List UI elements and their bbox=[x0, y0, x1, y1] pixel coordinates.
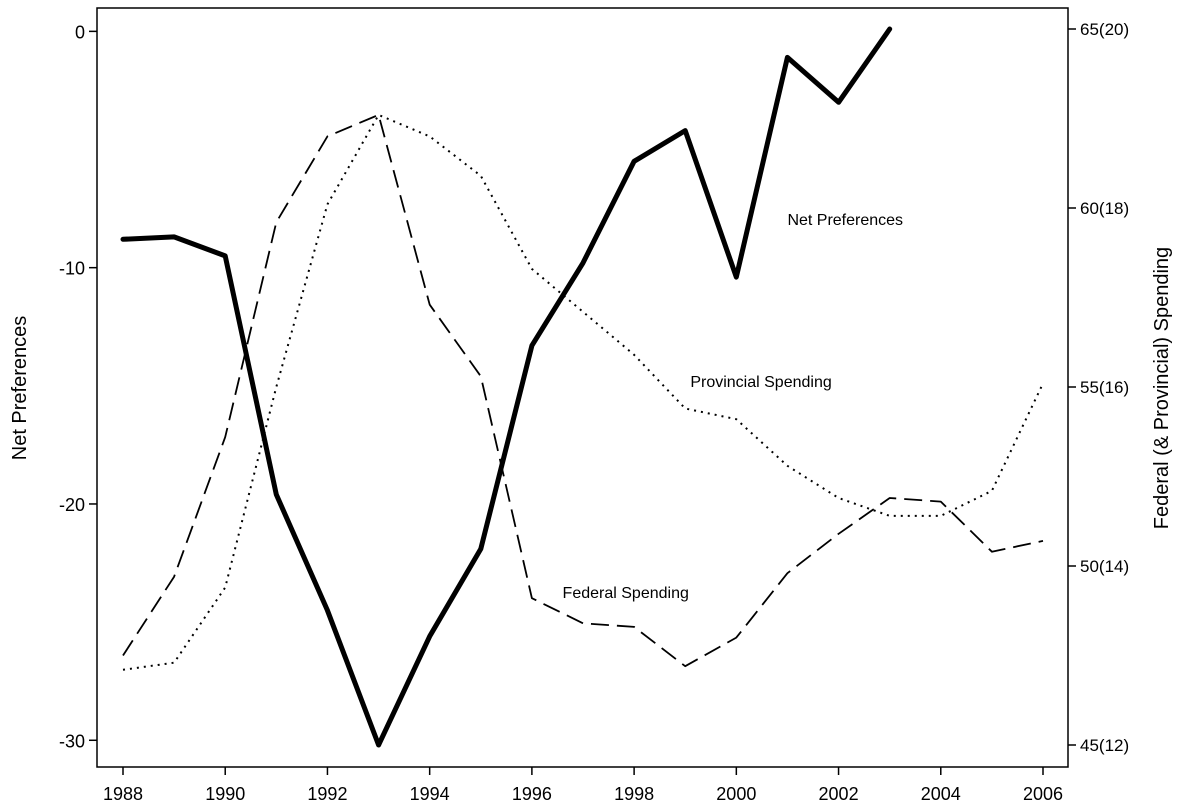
x-tick-label: 1994 bbox=[410, 784, 450, 804]
plot-frame bbox=[96, 7, 1069, 768]
right-tick-label: 65(20) bbox=[1080, 20, 1129, 39]
left-tick-label: -30 bbox=[59, 731, 85, 751]
federal-spending-line bbox=[122, 114, 1044, 668]
x-tick-label: 1992 bbox=[307, 784, 347, 804]
right-tick-label: 45(12) bbox=[1080, 736, 1129, 755]
x-tick-label: 2002 bbox=[819, 784, 859, 804]
x-tick-label: 2000 bbox=[716, 784, 756, 804]
x-tick-label: 1996 bbox=[512, 784, 552, 804]
right-tick-label: 60(18) bbox=[1080, 199, 1129, 218]
x-tick-label: 1998 bbox=[614, 784, 654, 804]
right-y-axis: 65(20) 60(18) 55(16) 50(14) 45(12) bbox=[1068, 20, 1129, 755]
plot-border bbox=[96, 7, 1069, 768]
x-tick-label: 1988 bbox=[103, 784, 143, 804]
left-y-axis: 0 -10 -20 -30 bbox=[59, 22, 97, 751]
net-preferences-line bbox=[120, 26, 893, 748]
left-axis-title: Net Preferences bbox=[9, 316, 31, 461]
federal-spending-label: Federal Spending bbox=[563, 585, 689, 602]
right-axis-title: Federal (& Provincial) Spending bbox=[1151, 247, 1173, 529]
left-tick-label: -20 bbox=[59, 495, 85, 515]
series-lines bbox=[120, 26, 1044, 748]
right-tick-label: 50(14) bbox=[1080, 557, 1129, 576]
x-axis: 1988 1990 1992 1994 1996 1998 2000 2002 2004 2006 bbox=[103, 767, 1063, 804]
x-tick-label: 2006 bbox=[1023, 784, 1063, 804]
right-tick-label: 55(16) bbox=[1080, 378, 1129, 397]
left-tick-label: 0 bbox=[75, 22, 85, 42]
net-preferences-label: Net Preferences bbox=[787, 212, 903, 229]
x-tick-label: 2004 bbox=[921, 784, 961, 804]
series-annotations: Net Preferences Provincial Spending Federa… bbox=[563, 212, 903, 602]
left-tick-label: -10 bbox=[59, 259, 85, 279]
x-tick-label: 1990 bbox=[205, 784, 245, 804]
provincial-spending-label: Provincial Spending bbox=[690, 374, 831, 391]
